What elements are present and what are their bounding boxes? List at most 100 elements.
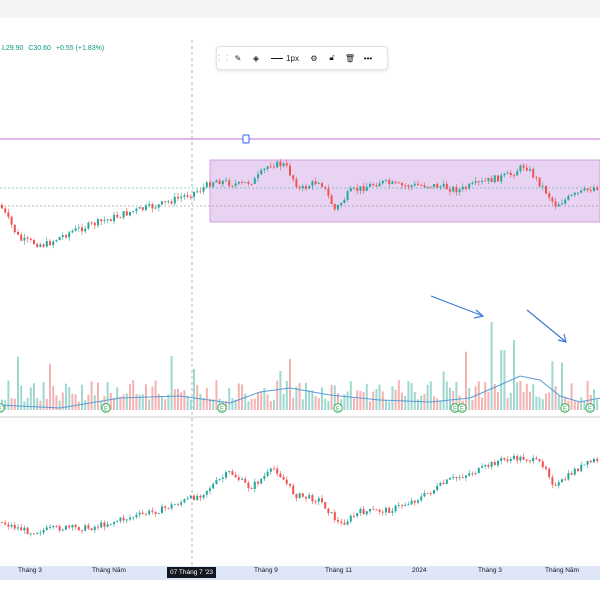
candlestick [394,504,397,514]
candlestick [237,181,240,186]
candlestick [209,179,211,188]
candlestick [17,229,19,236]
volume-bar [234,399,237,410]
volume-bar [577,401,579,410]
candlestick [154,511,157,517]
volume-bar [381,391,384,410]
volume-bar [65,383,67,410]
candlestick [461,473,464,479]
trash-icon[interactable]: 🗑︎ [344,53,356,63]
candlestick [455,476,458,482]
candlestick [375,508,378,511]
settings-icon[interactable]: ⚙ [310,53,318,63]
volume-bar [324,398,327,410]
time-axis[interactable] [0,566,600,580]
candlestick [557,201,560,207]
event-marker-icon[interactable]: E [333,403,343,413]
event-marker-icon[interactable]: E [101,403,111,413]
candlestick [429,186,432,189]
volume-bar [420,395,423,410]
candlestick [106,218,109,224]
volume-bar [436,398,439,410]
lock-icon[interactable]: 🔓︎ [329,53,335,62]
candlestick [471,180,474,186]
candlestick [26,235,29,243]
candlestick [196,188,199,194]
range-rectangle[interactable] [209,159,600,223]
volume-bar [426,384,429,410]
candlestick [36,532,39,535]
fill-icon[interactable]: ◈ [252,53,260,63]
candlestick [417,498,419,505]
candlestick [481,463,483,469]
candlestick [577,192,579,196]
event-markers[interactable]: EEEEEEEE [0,403,595,413]
event-marker-icon[interactable]: E [585,403,595,413]
candlestick [365,510,368,517]
drag-handle-icon[interactable]: ⋮⋮ [215,53,231,63]
candlestick [269,162,272,169]
candlestick [45,237,48,248]
line-width-button[interactable]: 1px [265,47,305,69]
event-marker-icon[interactable]: E [0,403,5,413]
candlestick [61,232,64,240]
volume-bar [481,397,483,410]
candlestick [61,528,64,532]
candlestick [237,474,240,482]
volume-bar [90,381,93,410]
candlestick [7,208,10,220]
candlestick [353,512,355,518]
volume-bar [49,363,51,410]
volume-bar [529,391,531,410]
event-marker-icon[interactable]: E [560,403,570,413]
candlestick [55,239,58,243]
candlestick [321,494,323,505]
volume-bar [317,398,320,410]
volume-bar [359,391,362,410]
candlestick [538,177,541,188]
candlestick [503,172,506,178]
candlestick [378,508,381,515]
line-style-icon [271,57,284,59]
candlestick [100,519,103,529]
candlestick [1,521,3,524]
volume-bar [372,391,375,410]
more-icon[interactable]: ••• [363,53,373,63]
candlestick [337,516,339,525]
volume-bar [298,382,301,410]
volume-bar [458,395,461,410]
volume-bar [455,381,458,410]
volume-bar [42,381,45,410]
volume-bar [337,393,339,410]
volume-bar [81,384,83,410]
event-marker-icon[interactable]: E [457,403,467,413]
candlestick [173,503,176,506]
arrow-annotation-2[interactable] [526,309,567,343]
candlestick [116,520,119,523]
header-strip [0,18,600,40]
candlestick [593,184,595,192]
candlestick [551,196,554,205]
drawing-toolbar: ⋮⋮ ✎ ◈ 1px ⚙ 🔓︎ 🗑︎ ••• [215,46,388,70]
candlestick [253,478,256,493]
pencil-icon[interactable]: ✎ [234,53,242,63]
volume-bar [103,396,106,410]
arrow-annotation-1[interactable] [430,295,485,319]
candlestick [215,179,218,183]
candlestick [583,464,586,466]
candlestick [522,453,525,461]
event-marker-icon[interactable]: E [217,403,227,413]
candlestick [186,495,189,500]
candlestick [417,180,419,186]
volume-bar [532,384,535,410]
candlestick [65,525,67,531]
candlestick [337,204,339,212]
candlestick [257,171,259,182]
volume-bar [353,398,355,410]
candlestick [250,183,253,186]
candlestick [484,177,487,182]
rectangle-lock-handle[interactable] [242,134,250,144]
volume-bar [183,390,186,410]
price-chart[interactable]: EEEEEEEE [0,40,600,566]
candlestick [106,521,109,528]
